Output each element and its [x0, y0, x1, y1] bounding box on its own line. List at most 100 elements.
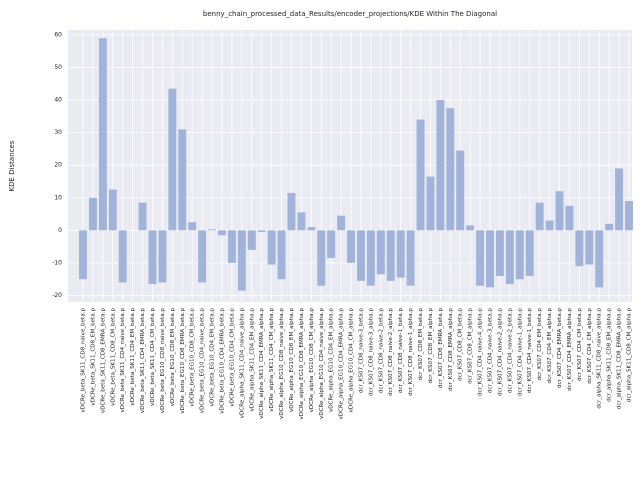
x-tick-label: vDCRe_beta_SK11_CD8_EM_beta.p — [90, 308, 96, 406]
bar — [356, 230, 365, 281]
x-tick-label: dcr_KS07_CD4_naive-2_beta.p — [507, 308, 513, 393]
x-tick-label: vDCRe_alpha_SK11_CD4_EM_alpha.p — [249, 308, 255, 412]
bar — [456, 150, 465, 231]
bar — [88, 197, 97, 231]
bar — [307, 227, 316, 231]
x-tick-label: dcr_KS07_CD8_CM_alpha.p — [468, 308, 474, 384]
x-tick-label: vDCRe_beta_EG10_CD8_naive_beta.p — [160, 308, 166, 414]
y-tick-label: 20 — [54, 162, 62, 169]
x-tick-label: vDCRe_beta_SK11_CD8_CM_beta.p — [110, 308, 116, 406]
bar — [495, 230, 504, 276]
x-tick-label: vDCRe_beta_SK11_CD4_EMRA_beta.p — [140, 308, 146, 414]
bar — [446, 108, 455, 231]
bar — [466, 225, 475, 231]
bar — [575, 230, 584, 267]
bar — [317, 230, 326, 286]
bar — [625, 201, 633, 231]
x-tick-label: dcr_KS07_CD4_naive-1_beta.p — [527, 308, 533, 393]
x-tick-label: vDCRe_alpha_EG10_CD4_naive_alpha.p — [319, 308, 325, 419]
x-tick-label: dcr_KS07_CD8_naive-1_alpha.p — [408, 308, 414, 396]
bar — [615, 168, 624, 231]
x-tick-label: vDCRe_beta_SK11_CD4_CM_beta.p — [150, 308, 156, 406]
x-tick-label: dcr_KS07_CD4_EM_alpha.p — [547, 308, 553, 384]
bar — [178, 129, 187, 231]
x-tick-label: vDCRe_alpha_EG10_CD8_naive_alpha.p — [279, 308, 285, 419]
x-tick-label: vDCRe_beta_EG10_CD8_EMRA_beta.p — [180, 308, 186, 414]
bar — [168, 88, 177, 231]
bar — [277, 230, 286, 280]
bar — [386, 230, 395, 281]
bar — [585, 230, 594, 265]
x-tick-label: dcr_alpha_SK11_CD8_CM_alpha.p — [627, 308, 633, 403]
y-tick-label: -20 — [52, 292, 62, 299]
x-tick-label: dcr_KS07_CD4_CM_beta.p — [577, 308, 583, 381]
bar — [158, 230, 167, 283]
chart-title: benny_chain_processed_data_Results/encod… — [203, 10, 497, 18]
bar — [287, 192, 296, 231]
x-tick-label: vDCRe_alpha_EG10_CD4_CM_alpha.p — [349, 308, 355, 413]
y-tick-label: 60 — [54, 31, 62, 38]
x-tick-label: vDCRe_alpha_EG10_CD8_EMRA_alpha.p — [299, 308, 305, 420]
bar — [227, 230, 236, 263]
bar — [376, 230, 385, 275]
x-tick-label: vDCRe_beta_EG10_CD4_EMRA_beta.p — [219, 308, 225, 414]
x-tick-label: dcr_KS07_CD4_naive-2_alpha.p — [497, 308, 503, 396]
bar — [247, 230, 256, 250]
bar — [98, 38, 107, 231]
x-tick-label: dcr_KS07_CD8_naive-2_alpha.p — [388, 308, 394, 396]
x-tick-label: dcr_KS07_CD4_EMRA_alpha.p — [567, 308, 573, 391]
bar — [208, 229, 217, 231]
bar — [366, 230, 375, 286]
x-tick-label: vDCRe_beta_EG10_CD4_CM_beta.p — [229, 308, 235, 407]
x-tick-label: vDCRe_beta_SK11_CD8_EMRA_beta.p — [100, 308, 106, 414]
bar — [138, 202, 147, 231]
x-tick-label: dcr_KS07_CD4_EM_beta.p — [537, 308, 543, 381]
x-tick-label: dcr_KS07_CD8_EM_alpha.p — [428, 308, 434, 384]
y-axis-label: KDE Distances — [8, 140, 16, 191]
bar — [535, 202, 544, 231]
x-tick-label: dcr_KS07_CD8_naive-3_alpha.p — [368, 308, 374, 396]
bar — [108, 189, 117, 231]
y-tick-label: 30 — [54, 129, 62, 136]
x-tick-label: vDCRe_alpha_EG10_CD8_EM_alpha.p — [289, 308, 295, 412]
x-tick-label: vDCRe_beta_SK11_CD4_EM_beta.p — [130, 308, 136, 406]
bar — [297, 212, 306, 231]
x-tick-label: dcr_KS07_CD4_CM_alpha.p — [587, 308, 593, 384]
y-tick-label: 50 — [54, 64, 62, 71]
bar — [595, 230, 604, 288]
y-tick-label: 40 — [54, 97, 62, 104]
x-tick-label: dcr_KS07_CD8_EMRA_beta.p — [438, 308, 444, 388]
x-tick-label: vDCRe_alpha_EG10_CD4_EM_alpha.p — [329, 308, 335, 412]
bar — [188, 222, 197, 231]
x-tick-label: vDCRe_beta_EG10_CD4_EM_beta.p — [210, 308, 216, 407]
x-tick-label: dcr_KS07_CD8_naive-1_beta.p — [398, 308, 404, 393]
y-tick-label: -10 — [52, 259, 62, 266]
x-tick-label: dcr_KS07_CD4_naive-1_alpha.p — [517, 308, 523, 396]
bar — [257, 230, 266, 232]
x-tick-label: dcr_KS07_CD8_naive-2_beta.p — [378, 308, 384, 393]
x-tick-label: dcr_alpha_SK11_CD8_naive_alpha.p — [597, 308, 603, 409]
y-tick-label: 10 — [54, 194, 62, 201]
x-tick-label: dcr_KS07_CD8_CM_beta.p — [458, 308, 464, 381]
x-tick-label: dcr_alpha_SK11_CD8_EMRA_alpha.p — [617, 308, 623, 410]
x-tick-label: vDCRe_alpha_SK11_CD4_naive_alpha.p — [239, 308, 245, 419]
x-tick-label: dcr_KS07_CD8_naive-3_beta.p — [358, 308, 364, 393]
x-tick-label: dcr_alpha_SK11_CD8_EM_alpha.p — [607, 308, 613, 402]
x-tick-label: vDCRe_alpha_SK11_CD4_CM_alpha.p — [269, 308, 275, 412]
bar — [525, 230, 534, 276]
bar — [396, 230, 405, 278]
x-tick-label: vDCRe_beta_EG10_CD8_EM_beta.p — [170, 308, 176, 407]
y-tick-label: 0 — [58, 227, 62, 234]
x-tick-label: dcr_KS07_CD4_naive-3_beta.p — [488, 308, 494, 393]
bar — [605, 223, 614, 231]
bar — [426, 176, 435, 231]
bar — [545, 220, 554, 231]
x-tick-label: vDCRe_beta_EG10_CD8_CM_beta.p — [190, 308, 196, 407]
x-tick-label: dcr_KS07_CD8_EM_beta.p — [418, 308, 424, 381]
x-tick-label: vDCRe_alpha_EG10_CD8_CM_alpha.p — [309, 308, 315, 413]
bar — [237, 230, 246, 291]
x-tick-label: vDCRe_beta_SK11_CD4_naive_beta.p — [120, 308, 126, 413]
bar — [515, 230, 524, 280]
bar — [505, 230, 514, 285]
